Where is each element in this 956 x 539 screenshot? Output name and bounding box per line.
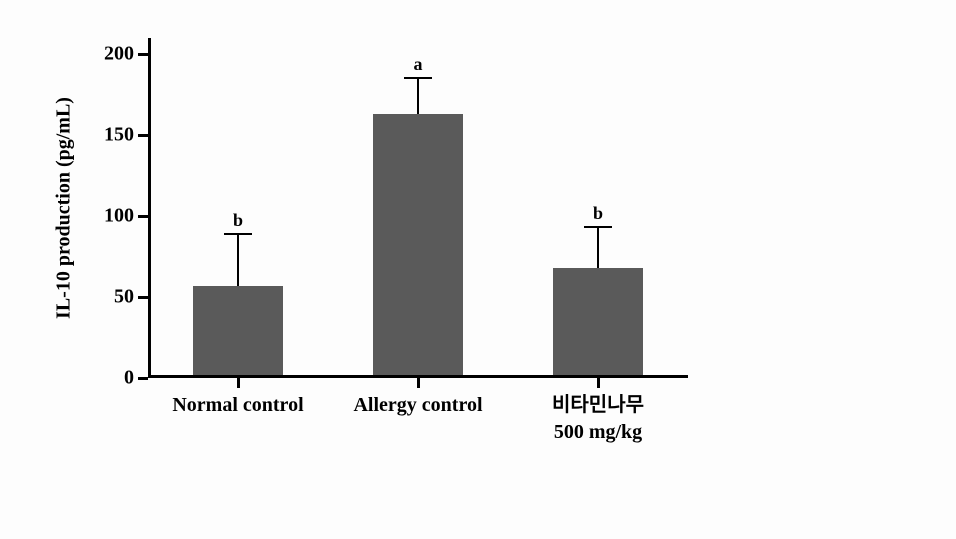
bar xyxy=(373,114,463,375)
x-tick-label: 비타민나무 500 mg/kg xyxy=(552,378,644,446)
significance-label: a xyxy=(414,54,423,75)
y-tick-label: 200 xyxy=(104,43,148,66)
error-cap xyxy=(584,226,612,228)
x-tick-label-line: 비타민나무 xyxy=(552,394,644,416)
y-tick-label: 150 xyxy=(104,124,148,147)
plot-area: IL-10 production (pg/mL) 050100150200Nor… xyxy=(148,38,688,378)
x-tick-label: Allergy control xyxy=(353,378,482,419)
bar xyxy=(553,268,643,375)
x-tick-label-line: Allergy control xyxy=(353,394,482,416)
x-tick-label-line: 500 mg/kg xyxy=(554,421,642,443)
error-bar xyxy=(417,78,419,114)
significance-label: b xyxy=(593,203,603,224)
error-bar xyxy=(597,227,599,267)
error-cap xyxy=(404,77,432,79)
y-tick-label: 100 xyxy=(104,205,148,228)
il10-bar-chart: IL-10 production (pg/mL) 0 50 100 150 200 Nor… xyxy=(48,28,728,508)
error-cap xyxy=(224,233,252,235)
x-tick-label-line: Normal control xyxy=(172,394,303,416)
y-axis xyxy=(148,38,151,378)
significance-label: b xyxy=(233,210,243,231)
y-tick-label: 50 xyxy=(114,286,148,309)
bar xyxy=(193,286,283,375)
y-axis-label: IL-10 production (pg/mL) xyxy=(53,97,76,319)
y-tick-label: 0 xyxy=(124,367,148,390)
x-tick-label: Normal control xyxy=(172,378,303,419)
error-bar xyxy=(237,234,239,286)
